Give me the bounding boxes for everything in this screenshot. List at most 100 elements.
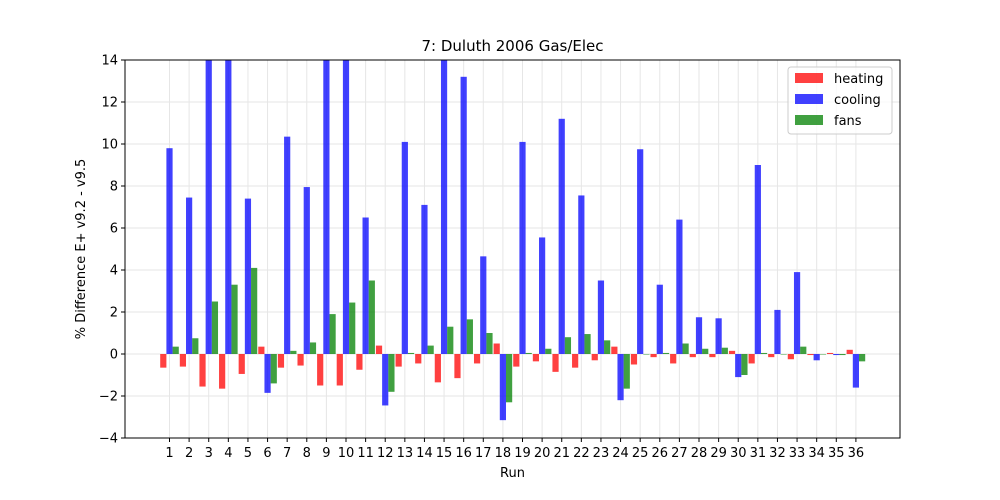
bar-cooling-17 xyxy=(480,256,487,354)
bar-fans-15 xyxy=(447,326,454,354)
x-tick-label: 23 xyxy=(593,446,610,461)
bar-heating-33 xyxy=(787,354,794,360)
x-tick-label: 1 xyxy=(165,446,173,461)
bar-fans-31 xyxy=(760,352,768,354)
x-tick-label: 34 xyxy=(808,446,825,461)
x-tick-label: 4 xyxy=(224,446,232,461)
bar-fans-26 xyxy=(662,352,670,354)
x-tick-label: 15 xyxy=(436,446,453,461)
bar-cooling-8 xyxy=(303,187,310,354)
bar-cooling-9 xyxy=(323,60,330,354)
bar-heating-16 xyxy=(454,354,461,379)
bar-cooling-33 xyxy=(793,272,801,354)
bar-fans-13 xyxy=(407,352,415,354)
bar-heating-8 xyxy=(297,354,304,366)
y-tick-label: 4 xyxy=(110,264,118,279)
bar-heating-28 xyxy=(689,354,696,358)
bar-cooling-19 xyxy=(519,141,526,354)
y-tick-label: 6 xyxy=(110,222,118,237)
x-tick-label: 6 xyxy=(263,446,271,461)
x-tick-label: 8 xyxy=(303,446,311,461)
bar-fans-34 xyxy=(819,354,826,355)
bar-fans-32 xyxy=(780,354,787,355)
y-axis-label: % Difference E+ v9.2 - v9.5 xyxy=(74,159,89,340)
bar-cooling-16 xyxy=(460,76,467,355)
bar-heating-26 xyxy=(650,354,657,358)
bar-cooling-27 xyxy=(676,219,683,354)
bar-fans-23 xyxy=(604,340,611,354)
bar-fans-28 xyxy=(702,348,709,354)
bar-fans-30 xyxy=(741,354,748,375)
bar-heating-14 xyxy=(415,354,422,364)
bar-fans-4 xyxy=(231,284,238,354)
y-tick-label: 0 xyxy=(110,348,118,363)
legend-swatch-heating xyxy=(795,73,823,83)
bar-cooling-29 xyxy=(715,318,722,354)
bar-heating-36 xyxy=(846,349,853,354)
bar-cooling-12 xyxy=(382,354,389,406)
x-tick-label: 7 xyxy=(283,446,291,461)
legend-label-cooling: cooling xyxy=(834,93,881,108)
bar-fans-36 xyxy=(859,354,866,362)
x-axis-label: Run xyxy=(500,466,525,481)
bar-cooling-6 xyxy=(264,354,271,393)
x-tick-label: 29 xyxy=(710,446,727,461)
x-tick-label: 5 xyxy=(244,446,252,461)
bar-heating-17 xyxy=(473,354,481,364)
bar-fans-10 xyxy=(349,302,356,354)
bar-cooling-34 xyxy=(813,354,820,361)
bar-heating-12 xyxy=(375,345,383,354)
bar-cooling-28 xyxy=(695,317,703,354)
bar-heating-11 xyxy=(356,354,363,370)
bar-fans-14 xyxy=(427,345,434,354)
x-tick-label: 17 xyxy=(475,446,492,461)
legend-label-fans: fans xyxy=(834,114,862,129)
bar-cooling-25 xyxy=(637,149,644,354)
bar-cooling-22 xyxy=(578,195,585,354)
bar-fans-9 xyxy=(329,314,336,354)
bar-heating-10 xyxy=(336,354,343,386)
bar-heating-29 xyxy=(709,354,716,358)
bar-cooling-2 xyxy=(186,197,193,354)
bar-fans-27 xyxy=(682,343,689,354)
x-axis-ticks: 1 2 3 4 5 6 7 8 9 10 11 12 13 14 15 16 17 18 19 20 21 22 23 24 2… xyxy=(165,438,864,461)
bar-heating-6 xyxy=(258,346,265,354)
bar-cooling-11 xyxy=(362,217,369,354)
x-tick-label: 24 xyxy=(612,446,629,461)
bar-fans-21 xyxy=(564,337,572,354)
bar-heating-35 xyxy=(826,352,834,354)
bar-fans-29 xyxy=(721,347,728,354)
x-tick-label: 2 xyxy=(185,446,193,461)
y-tick-label: 10 xyxy=(101,138,118,153)
bar-fans-17 xyxy=(486,333,493,354)
bar-cooling-31 xyxy=(754,165,761,354)
bar-cooling-26 xyxy=(656,284,663,354)
bar-cooling-24 xyxy=(617,354,624,401)
bar-cooling-14 xyxy=(421,204,428,354)
bar-heating-7 xyxy=(277,354,285,368)
x-tick-label: 30 xyxy=(730,446,747,461)
bar-fans-1 xyxy=(172,346,179,354)
x-tick-label: 12 xyxy=(377,446,394,461)
x-tick-label: 31 xyxy=(750,446,767,461)
bar-cooling-1 xyxy=(166,148,173,354)
legend: heating cooling fans xyxy=(787,66,893,135)
bar-fans-5 xyxy=(251,267,258,354)
bar-fans-3 xyxy=(211,301,219,354)
bar-fans-22 xyxy=(584,334,591,354)
bar-heating-15 xyxy=(434,354,441,383)
bar-heating-1 xyxy=(160,354,167,368)
x-tick-label: 19 xyxy=(514,446,531,461)
bar-fans-8 xyxy=(309,342,317,354)
legend-swatch-fans xyxy=(795,115,823,125)
bar-heating-5 xyxy=(238,354,245,374)
x-tick-label: 14 xyxy=(416,446,433,461)
x-tick-label: 33 xyxy=(789,446,806,461)
bar-heating-9 xyxy=(317,354,324,386)
bar-fans-19 xyxy=(525,352,532,354)
bar-heating-25 xyxy=(630,354,638,365)
x-tick-label: 18 xyxy=(495,446,512,461)
bar-heating-21 xyxy=(552,354,559,372)
x-tick-label: 20 xyxy=(534,446,551,461)
